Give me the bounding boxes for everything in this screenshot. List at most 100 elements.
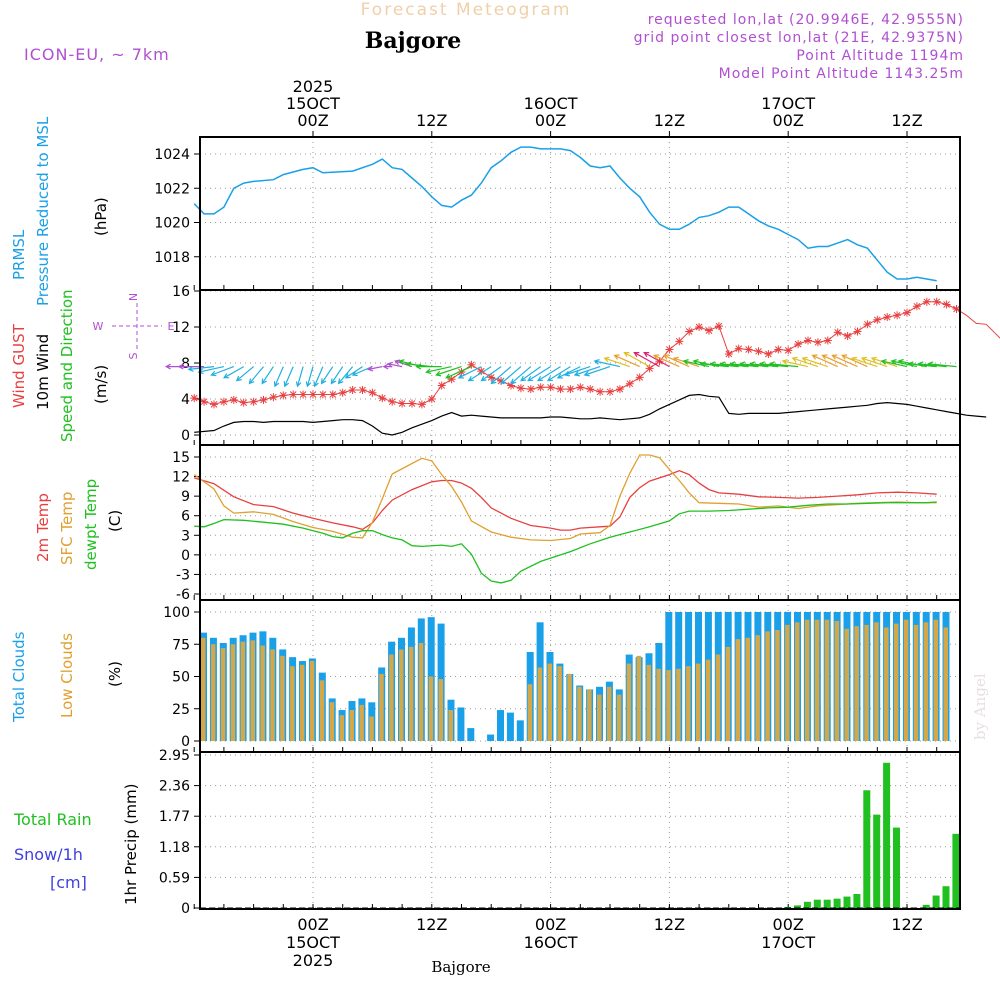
- low-cloud-bar: [309, 661, 315, 741]
- pressure-unit: (hPa): [92, 197, 110, 236]
- gust-marker: [398, 399, 407, 408]
- wind-arrow: [672, 356, 700, 368]
- gust-marker: [289, 390, 298, 399]
- y-tick-label: 4: [181, 392, 190, 408]
- gust-marker: [309, 390, 317, 399]
- low-cloud-bar: [448, 710, 453, 741]
- gust-marker: [754, 347, 763, 356]
- low-cloud-bar: [290, 666, 295, 741]
- total-cloud-label: Total Clouds: [10, 631, 28, 723]
- y-tick-label: 15: [172, 450, 190, 466]
- y-tick-label: 12: [172, 320, 190, 336]
- wind-arrow: [435, 366, 462, 377]
- gust-marker: [348, 386, 357, 394]
- low-cloud-bar: [587, 689, 592, 741]
- low-cloud-bar: [844, 628, 849, 741]
- wind-arrow: [337, 366, 354, 385]
- low-cloud-bar: [775, 630, 780, 741]
- low-cloud-bar: [537, 667, 543, 741]
- y-tick-label: 1020: [154, 216, 190, 232]
- low-cloud-bar: [408, 646, 414, 741]
- dewpoint-line: [194, 501, 937, 584]
- top-time-label: 00Z: [773, 111, 804, 130]
- temp-unit: (C): [106, 510, 124, 532]
- low-cloud-bar: [527, 684, 533, 741]
- location-title: Bajgore: [365, 28, 461, 54]
- wind-line: [194, 393, 987, 436]
- gust-marker: [932, 297, 941, 306]
- low-cloud-bar: [725, 646, 731, 741]
- low-cloud-bar: [260, 645, 265, 741]
- t2m-line: [194, 470, 937, 531]
- wind-arrow: [593, 359, 621, 368]
- snow-unit: [cm]: [50, 873, 87, 892]
- bottom-time-label: 17OCT: [761, 933, 815, 952]
- wind-arrow: [367, 365, 383, 372]
- point-altitude: Point Altitude 1194m: [796, 48, 964, 64]
- dew-label: dewpt Temp: [82, 479, 100, 570]
- gust-marker: [507, 381, 515, 390]
- gust-marker: [922, 297, 931, 306]
- wind-arrow: [527, 366, 551, 382]
- gust-marker: [526, 385, 535, 394]
- rain-bar: [863, 790, 871, 908]
- bottom-time-label: 00Z: [297, 915, 328, 934]
- gust-marker: [813, 338, 822, 347]
- low-cloud-bar: [577, 686, 582, 741]
- gust-marker: [705, 326, 713, 335]
- y-tick-label: 1.77: [159, 809, 190, 825]
- wind-unit: (m/s): [92, 365, 110, 404]
- gust-marker: [734, 344, 743, 353]
- wind-arrow: [490, 366, 512, 385]
- top-time-label: 00Z: [297, 111, 328, 130]
- low-cloud-bar: [913, 624, 919, 741]
- low-cloud-bar: [765, 631, 770, 741]
- low-cloud-bar: [686, 666, 691, 741]
- y-tick-label: 1.18: [159, 840, 190, 856]
- low-cloud-bar: [547, 663, 552, 741]
- wind-arrow: [248, 366, 264, 385]
- low-cloud-bar: [785, 624, 790, 741]
- total-cloud-bar: [516, 720, 524, 741]
- wind-arrow: [520, 366, 542, 382]
- wind-arrow: [821, 354, 848, 368]
- low-cloud-bar: [864, 624, 869, 741]
- wind-arrow: [633, 351, 660, 368]
- wind-arrow: [917, 361, 947, 368]
- top-time-label: 2025: [293, 77, 334, 96]
- wind-arrow: [261, 366, 274, 385]
- gust-marker: [368, 388, 377, 397]
- gust-marker: [695, 323, 704, 331]
- low-cloud-bar: [705, 659, 711, 741]
- gust-marker: [408, 399, 416, 408]
- pressure-long-label: Pressure Reduced to MSL: [34, 116, 52, 306]
- rain-bar: [794, 905, 801, 908]
- low-cloud-bar: [943, 627, 948, 741]
- gust-marker: [299, 390, 308, 399]
- y-tick-label: 2.95: [159, 748, 190, 764]
- low-cloud-bar: [379, 673, 384, 741]
- bottom-time-label: 00Z: [773, 915, 804, 934]
- snow-label: Snow/1h: [14, 845, 83, 864]
- panel-pressure: 1018 1020 1022 1024: [154, 137, 960, 290]
- wind-arrow: [563, 366, 591, 377]
- gust-marker: [417, 400, 426, 409]
- gust-marker: [724, 350, 733, 358]
- wind-arrow: [386, 361, 403, 368]
- gust-marker: [764, 350, 773, 358]
- precip-unit: 1hr Precip (mm): [122, 784, 140, 905]
- gust-marker: [804, 336, 812, 345]
- gust-marker: [823, 336, 832, 345]
- y-tick-label: 0: [181, 734, 190, 750]
- low-cloud-bar: [814, 619, 820, 741]
- wind-dir-label: Speed and Direction: [58, 289, 76, 442]
- y-tick-label: 6: [181, 509, 190, 525]
- bottom-time-label: 12Z: [654, 915, 685, 934]
- low-cloud-bar: [923, 622, 929, 741]
- panel-temperature: -6 -3 0 3 6 9 12 15: [172, 445, 960, 603]
- wind-arrow: [791, 356, 819, 368]
- y-tick-label: 8: [181, 356, 190, 372]
- top-time-label: 17OCT: [761, 94, 815, 113]
- wind-arrow: [890, 359, 918, 368]
